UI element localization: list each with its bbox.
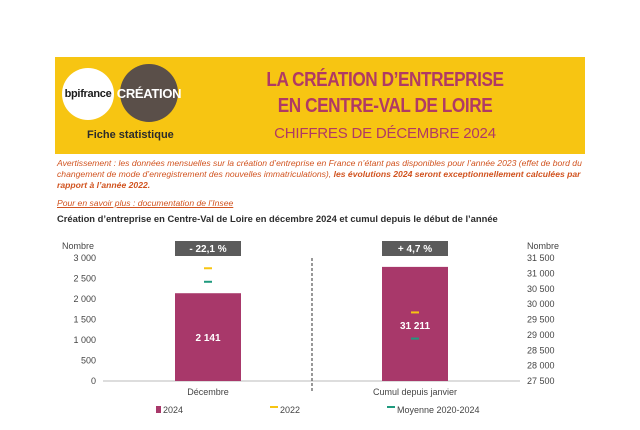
- left-tick-label: 2 000: [73, 294, 96, 304]
- right-axis-title: Nombre: [527, 241, 559, 251]
- evolution-badge: [382, 241, 448, 256]
- legend-label-2024: 2024: [163, 405, 183, 415]
- evolution-badge-text: + 4,7 %: [398, 244, 432, 255]
- warning-bold-text: les évolutions 2024 seront exceptionnell…: [57, 169, 581, 190]
- bar-value-label: 2 141: [195, 333, 220, 344]
- legend-label-2022: 2022: [280, 405, 300, 415]
- header-banner: bpifrance CRÉATION Fiche statistique LA …: [55, 57, 585, 154]
- creation-logo-text: CRÉATION: [116, 85, 182, 101]
- right-tick-label: 31 000: [527, 268, 555, 278]
- left-tick-label: 2 500: [73, 274, 96, 284]
- bar-value-label: 31 211: [400, 321, 430, 332]
- left-tick-label: 3 000: [73, 253, 96, 263]
- left-tick-label: 0: [91, 376, 96, 386]
- creation-logo: CRÉATION: [117, 64, 182, 122]
- bpifrance-logo: bpifrance: [62, 68, 114, 120]
- right-tick-label: 27 500: [527, 376, 555, 386]
- page-title-line2: EN CENTRE-VAL DE LOIRE: [277, 95, 493, 117]
- right-tick-label: 30 500: [527, 284, 555, 294]
- legend-label-average: Moyenne 2020-2024: [397, 405, 480, 415]
- left-tick-label: 1 500: [73, 315, 96, 325]
- warning-notice: Avertissement : les données mensuelles s…: [57, 158, 602, 191]
- chart-title: Création d’entreprise en Centre-Val de L…: [57, 213, 498, 224]
- category-label: Cumul depuis janvier: [373, 387, 457, 397]
- bar-2024: [382, 266, 448, 381]
- right-tick-label: 29 500: [527, 315, 555, 325]
- evolution-badge: [175, 241, 241, 256]
- warning-text: Avertissement : les données mensuelles s…: [57, 158, 582, 179]
- right-tick-label: 28 500: [527, 345, 555, 355]
- left-tick-label: 1 000: [73, 335, 96, 345]
- evolution-badge-text: - 22,1 %: [189, 244, 226, 255]
- legend-swatch-2024: [156, 406, 161, 413]
- category-label: Décembre: [187, 387, 229, 397]
- right-tick-label: 29 000: [527, 330, 555, 340]
- right-tick-label: 28 000: [527, 361, 555, 371]
- bar-2024: [175, 293, 241, 381]
- page-subtitle: CHIFFRES DE DÉCEMBRE 2024: [274, 125, 496, 142]
- bpifrance-logo-text: bpifrance: [64, 88, 112, 100]
- page-title-line1: LA CRÉATION D’ENTREPRISE: [266, 69, 504, 91]
- right-tick-label: 31 500: [527, 253, 555, 263]
- left-tick-label: 500: [81, 356, 96, 366]
- fiche-label: Fiche statistique: [87, 129, 174, 141]
- insee-doc-link[interactable]: Pour en savoir plus : documentation de l…: [57, 198, 234, 208]
- left-axis-title: Nombre: [62, 241, 94, 251]
- right-tick-label: 30 000: [527, 299, 555, 309]
